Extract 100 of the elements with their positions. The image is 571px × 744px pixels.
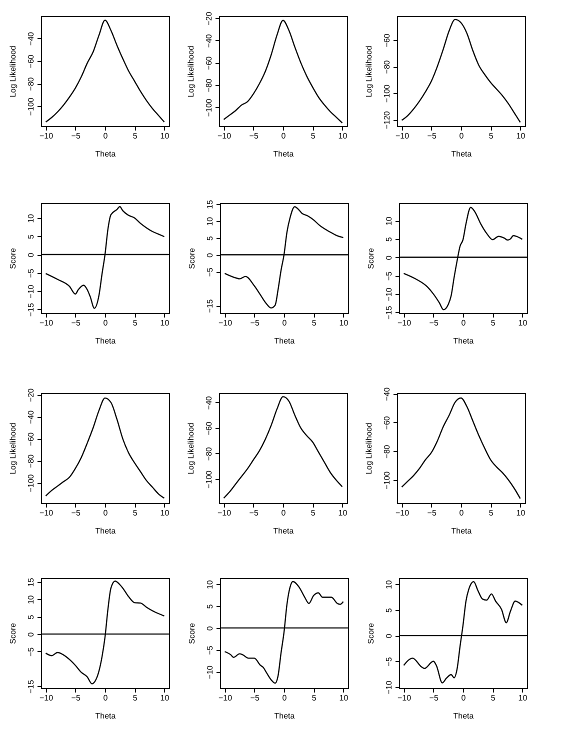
y-tick-label: −20 — [204, 11, 214, 26]
y-tick-label: 0 — [384, 254, 394, 260]
x-tick-label: 0 — [103, 318, 108, 328]
x-axis-title: Theta — [95, 526, 116, 536]
line-series — [45, 206, 165, 309]
y-axis-title: Log Likelihood — [8, 46, 18, 98]
y-tick-label: 10 — [26, 594, 36, 604]
x-tick-label: −5 — [71, 132, 81, 140]
line-series — [224, 580, 344, 684]
y-tick-label: −15 — [26, 302, 36, 317]
x-tick-label: 0 — [459, 508, 464, 518]
y-tick-label: −5 — [26, 268, 36, 278]
y-tick-label: 10 — [384, 580, 394, 590]
x-tick-label: 10 — [338, 508, 348, 518]
y-axis-title: Score — [8, 622, 18, 644]
y-tick-label: −5 — [384, 270, 394, 281]
x-tick-label: 5 — [310, 132, 316, 140]
x-tick-label: 0 — [459, 132, 464, 140]
y-tick-label: −80 — [382, 60, 392, 74]
y-tick-label: −40 — [382, 386, 392, 402]
x-tick-label: 0 — [103, 132, 108, 140]
x-tick-label: −10 — [397, 318, 412, 328]
y-axis-title: Score — [366, 248, 376, 269]
y-tick-label: 5 — [384, 236, 394, 242]
x-tick-label: 0 — [103, 694, 108, 702]
x-tick-label: 5 — [488, 132, 494, 140]
y-tick-label: −40 — [26, 31, 36, 46]
x-axis-title: Theta — [273, 150, 294, 158]
y-tick-label: −5 — [206, 645, 214, 655]
x-tick-label: 10 — [516, 132, 526, 140]
x-tick-label: 5 — [132, 318, 138, 328]
x-tick-label: 10 — [516, 508, 526, 518]
y-tick-label: −10 — [26, 284, 36, 298]
x-tick-label: 0 — [282, 694, 288, 702]
x-tick-label: −10 — [39, 132, 54, 140]
x-tick-label: 5 — [312, 318, 317, 328]
x-tick-label: 0 — [281, 508, 286, 518]
y-tick-label: −40 — [204, 34, 214, 48]
y-tick-label: −15 — [384, 305, 394, 320]
y-tick-label: 10 — [206, 216, 214, 226]
y-tick-label: 5 — [206, 604, 214, 609]
x-tick-label: −10 — [397, 694, 412, 702]
x-axis-title: Theta — [274, 336, 296, 346]
x-tick-label: −10 — [39, 318, 54, 328]
y-tick-label: −60 — [382, 33, 392, 48]
line-series — [224, 206, 344, 309]
y-tick-label: −100 — [26, 474, 36, 492]
x-tick-label: 10 — [160, 132, 170, 140]
y-axis-title: Log Likelihood — [364, 46, 374, 98]
y-tick-label: −15 — [26, 679, 36, 694]
x-tick-label: 0 — [103, 508, 108, 518]
x-tick-label: 0 — [282, 318, 288, 328]
y-axis-title: Score — [366, 622, 376, 644]
y-tick-label: −80 — [382, 444, 392, 458]
x-tick-label: 5 — [132, 508, 138, 518]
x-tick-label: 10 — [338, 132, 348, 140]
y-tick-label: 15 — [26, 577, 36, 587]
x-tick-label: 10 — [160, 694, 170, 702]
y-tick-label: 10 — [26, 213, 36, 223]
x-tick-label: 5 — [490, 318, 496, 328]
y-axis-title: Log Likelihood — [8, 422, 18, 474]
y-tick-label: −80 — [204, 78, 214, 92]
x-tick-label: 0 — [461, 318, 466, 328]
x-tick-label: −5 — [71, 318, 81, 328]
y-tick-label: 5 — [26, 234, 36, 239]
x-axis-title: Theta — [453, 712, 474, 720]
x-tick-label: 10 — [518, 318, 528, 328]
y-tick-label: 0 — [206, 252, 214, 258]
x-tick-label: −5 — [427, 132, 437, 140]
x-tick-label: −5 — [250, 318, 260, 328]
x-axis-title: Theta — [95, 336, 116, 346]
y-tick-label: −100 — [204, 470, 214, 489]
x-tick-label: −5 — [71, 508, 81, 518]
x-tick-label: −5 — [427, 508, 437, 518]
y-tick-label: −80 — [204, 446, 214, 461]
line-series — [403, 206, 523, 310]
line-series — [223, 20, 343, 124]
y-tick-label: −80 — [26, 76, 36, 91]
x-tick-label: 5 — [312, 694, 317, 702]
x-tick-label: 10 — [160, 318, 170, 328]
x-tick-label: 10 — [518, 694, 528, 702]
y-tick-label: 5 — [26, 614, 36, 620]
y-axis-title: Log Likelihood — [364, 422, 374, 474]
y-tick-label: 0 — [384, 633, 394, 638]
x-tick-label: 0 — [281, 132, 286, 140]
x-tick-label: 10 — [339, 694, 349, 702]
x-tick-label: −10 — [395, 508, 410, 518]
y-tick-label: −5 — [206, 267, 214, 277]
y-tick-label: −100 — [204, 98, 214, 117]
x-axis-title: Theta — [274, 712, 296, 720]
x-axis-title: Theta — [451, 526, 472, 536]
y-tick-label: −100 — [26, 97, 36, 116]
y-axis-title: Log Likelihood — [186, 46, 196, 98]
y-tick-label: 15 — [206, 200, 214, 209]
x-tick-label: −10 — [217, 132, 232, 140]
y-tick-label: −60 — [204, 421, 214, 436]
line-series — [403, 581, 523, 684]
y-tick-label: −60 — [204, 56, 214, 70]
y-tick-label: 5 — [384, 608, 394, 613]
x-tick-label: −5 — [429, 318, 439, 328]
